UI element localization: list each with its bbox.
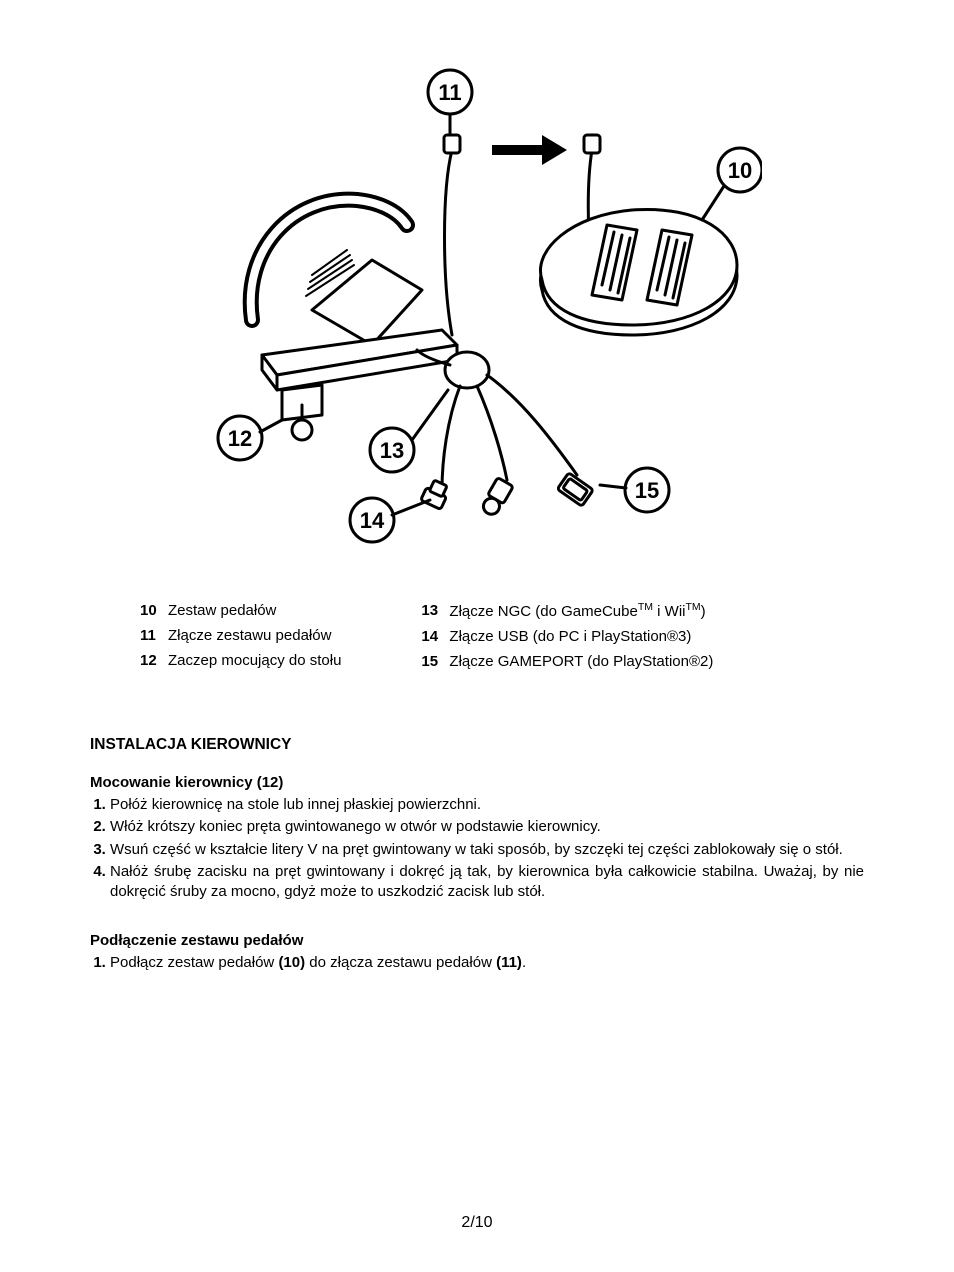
callout-15: 15 [635, 478, 659, 503]
page: 11 10 12 13 14 15 10 Zestaw pedałów 11 Z… [0, 0, 954, 1272]
callout-12: 12 [228, 426, 252, 451]
diagram-figure: 11 10 12 13 14 15 [90, 60, 864, 560]
parts-legend: 10 Zestaw pedałów 11 Złącze zestawu peda… [140, 600, 864, 676]
callout-10: 10 [728, 158, 752, 183]
legend-text: Złącze GAMEPORT (do PlayStation®2) [449, 651, 713, 672]
legend-row: 14 Złącze USB (do PC i PlayStation®3) [421, 626, 713, 647]
subsection-podlaczenie: Podłączenie zestawu pedałów [90, 932, 864, 949]
legend-row: 12 Zaczep mocujący do stołu [140, 650, 341, 671]
section-title: INSTALACJA KIEROWNICY [90, 736, 864, 754]
step: Włóż krótszy koniec pręta gwintowanego w… [110, 817, 864, 837]
legend-num: 14 [421, 626, 449, 647]
callout-11: 11 [438, 80, 461, 105]
legend-num: 12 [140, 650, 168, 671]
step: Nałóż śrubę zacisku na pręt gwintowany i… [110, 862, 864, 903]
legend-text: Złącze NGC (do GameCubeTM i WiiTM) [449, 600, 705, 622]
callout-14: 14 [360, 508, 385, 533]
legend-text: Złącze zestawu pedałów [168, 625, 331, 646]
callout-13: 13 [380, 438, 404, 463]
wheel-pedals-diagram: 11 10 12 13 14 15 [192, 60, 762, 560]
page-number: 2/10 [0, 1214, 954, 1232]
steps-podlaczenie: Podłącz zestaw pedałów (10) do złącza ze… [90, 953, 864, 973]
legend-text: Zaczep mocujący do stołu [168, 650, 341, 671]
legend-right-column: 13 Złącze NGC (do GameCubeTM i WiiTM) 14… [421, 600, 713, 676]
legend-row: 10 Zestaw pedałów [140, 600, 341, 621]
step: Połóż kierownicę na stole lub innej płas… [110, 795, 864, 815]
legend-num: 11 [140, 625, 168, 646]
legend-left-column: 10 Zestaw pedałów 11 Złącze zestawu peda… [140, 600, 341, 676]
steps-mocowanie: Połóż kierownicę na stole lub innej płas… [90, 795, 864, 902]
legend-text: Złącze USB (do PC i PlayStation®3) [449, 626, 691, 647]
legend-row: 13 Złącze NGC (do GameCubeTM i WiiTM) [421, 600, 713, 622]
legend-num: 10 [140, 600, 168, 621]
legend-row: 11 Złącze zestawu pedałów [140, 625, 341, 646]
legend-row: 15 Złącze GAMEPORT (do PlayStation®2) [421, 651, 713, 672]
legend-text: Zestaw pedałów [168, 600, 276, 621]
legend-num: 13 [421, 600, 449, 622]
subsection-mocowanie: Mocowanie kierownicy (12) [90, 774, 864, 791]
step: Podłącz zestaw pedałów (10) do złącza ze… [110, 953, 864, 973]
step: Wsuń część w kształcie litery V na pręt … [110, 840, 864, 860]
legend-num: 15 [421, 651, 449, 672]
